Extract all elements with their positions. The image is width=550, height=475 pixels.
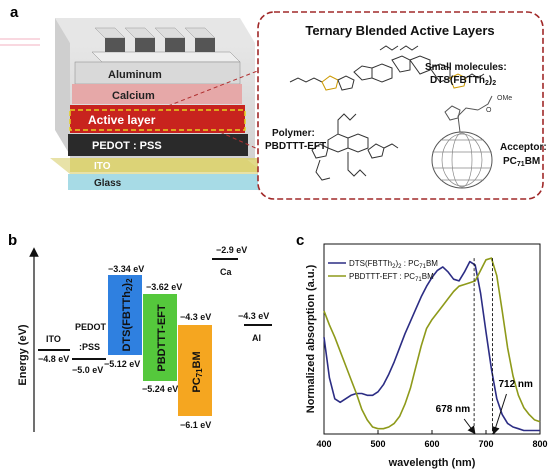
series-line-0 (323, 260, 540, 432)
glass-label: Glass (94, 178, 122, 189)
pcbm-bar-label: PC71BM (191, 351, 204, 392)
active-layer-label: Active layer (88, 113, 156, 127)
calcium-layer (72, 84, 242, 104)
ito-front (70, 158, 265, 172)
ito-value: −4.8 eV (38, 354, 69, 364)
ca-label: Ca (220, 267, 232, 277)
x-ticks: 400 500 600 700 800 (316, 430, 548, 449)
pcbm-homo-value: −6.1 eV (180, 420, 211, 430)
active-layer-highlight (69, 109, 246, 131)
aluminum-strips (74, 27, 241, 85)
ito-label: ITO (94, 161, 111, 172)
o-label: O (486, 107, 492, 114)
y-axis-label: Normalized absorption (a.u.) (305, 264, 317, 413)
panel-a-letter: a (10, 4, 19, 21)
acceptor-name: PC71BM (503, 156, 540, 168)
legend-label-dts: DTS(FBTTh2)2 : PC71BM (349, 259, 438, 270)
connector-line (154, 69, 261, 112)
inset-box (257, 11, 544, 200)
legend-label-pbdttt: PBDTTT-EFT : PC71BM (349, 272, 434, 283)
panel-c-letter: c (296, 232, 304, 249)
annotation-layer: 678 nm 712 nm (436, 258, 533, 435)
pedot-energy-label-2: :PSS (79, 342, 100, 352)
x-tick-label: 800 (532, 439, 547, 449)
ome-label: OMe (497, 95, 512, 102)
dts-energy-bar (108, 275, 142, 355)
polymer-name: PBDTTT-EFT (265, 141, 326, 152)
panel-c: c 400 500 600 700 800 wavelength (nm) Normal… (296, 232, 548, 469)
pcbm-lumo-value: −4.3 eV (180, 312, 211, 322)
x-tick-label: 700 (478, 439, 493, 449)
ca-value: −2.9 eV (216, 245, 247, 255)
acceptor-label: Acceptor: (500, 142, 547, 153)
panel-b: b Energy (eV) −2.9 eV Ca −4.3 eV Al ITO … (8, 232, 272, 432)
panel-a: a Aluminum Calcium Act (0, 4, 547, 200)
aluminum-label: Aluminum (108, 69, 162, 81)
annotation-arrow-678 (463, 418, 476, 435)
pedot-energy-label-1: PEDOT (75, 322, 107, 332)
pedot-layer (68, 134, 248, 156)
x-axis-label: wavelength (nm) (388, 457, 476, 469)
energy-axis-label: Energy (eV) (17, 324, 29, 385)
polymer-structure (311, 113, 399, 181)
panel-b-letter: b (8, 232, 17, 249)
annotation-label-712: 712 nm (498, 379, 533, 390)
annotation-arrow-712 (491, 393, 507, 435)
small-molecule-structure (289, 45, 485, 91)
fullerene-structure (431, 95, 493, 189)
dts-bar-label: DTS(FBTTh2)2 (121, 278, 134, 352)
dts-lumo-value: −3.34 eV (108, 264, 144, 274)
connector-line (219, 131, 261, 151)
dts-homo-value: −5.12 eV (104, 359, 140, 369)
pedot-value: −5.0 eV (72, 365, 103, 375)
series-layer (323, 257, 541, 432)
x-tick-label: 500 (370, 439, 385, 449)
small-molecules-label: Small molecules: (425, 62, 507, 73)
annotation-label-678: 678 nm (436, 404, 471, 415)
pbdttt-lumo-value: −3.62 eV (146, 282, 182, 292)
al-value: −4.3 eV (238, 311, 269, 321)
pedot-label: PEDOT : PSS (92, 140, 162, 152)
legend: DTS(FBTTh2)2 : PC71BM PBDTTT-EFT : PC71B… (328, 259, 438, 283)
al-label: Al (252, 333, 261, 343)
series-line-1 (323, 257, 541, 430)
calcium-label: Calcium (112, 90, 155, 102)
pbdttt-energy-bar (143, 294, 177, 381)
pcbm-energy-bar (178, 325, 212, 416)
ito-energy-label: ITO (46, 334, 61, 344)
polymer-label: Polymer: (272, 128, 315, 139)
glass-layer (68, 174, 268, 190)
pbdttt-bar-label: PBDTTT-EFT (156, 304, 168, 371)
small-molecules-name: DTS(FBTTh2)2 (430, 75, 496, 87)
inset-title: Ternary Blended Active Layers (305, 23, 494, 38)
x-tick-label: 600 (424, 439, 439, 449)
pbdttt-homo-value: −5.24 eV (142, 384, 178, 394)
x-tick-label: 400 (316, 439, 331, 449)
